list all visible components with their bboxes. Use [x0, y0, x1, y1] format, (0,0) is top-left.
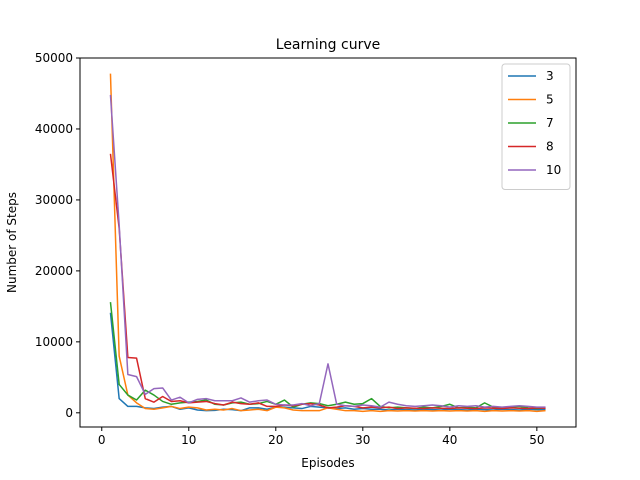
- y-tick-label: 0: [65, 406, 73, 420]
- y-axis-label: Number of Steps: [5, 192, 19, 293]
- plot-frame: [79, 57, 577, 428]
- y-tick-label: 50000: [35, 51, 73, 65]
- series-line-5: [109, 73, 546, 413]
- y-axis-ticks: 0 10000 20000 30000 40000 50000: [35, 51, 80, 420]
- x-tick-label: 30: [355, 433, 370, 447]
- legend-label-10: 10: [546, 163, 561, 177]
- series-line-3: [109, 312, 546, 412]
- legend-box: [501, 63, 571, 190]
- legend-label-8: 8: [546, 140, 554, 154]
- legend-label-5: 5: [546, 93, 554, 107]
- series-line-7: [109, 302, 546, 410]
- legend-label-7: 7: [546, 116, 554, 130]
- chart-title: Learning curve: [276, 37, 380, 53]
- y-tick-label: 10000: [35, 335, 73, 349]
- legend: 3 5 7 8 10: [501, 63, 571, 190]
- x-axis-label: Episodes: [301, 456, 354, 470]
- y-tick-label: 40000: [35, 122, 73, 136]
- x-tick-label: 10: [181, 433, 196, 447]
- x-tick-label: 40: [442, 433, 457, 447]
- series-layer: [109, 73, 546, 413]
- series-line-10: [109, 94, 546, 408]
- series-line-8: [109, 153, 546, 410]
- x-tick-label: 20: [268, 433, 283, 447]
- legend-label-3: 3: [546, 69, 554, 83]
- y-tick-label: 30000: [35, 193, 73, 207]
- x-axis-ticks: 0 10 20 30 40 50: [98, 427, 544, 447]
- y-tick-label: 20000: [35, 264, 73, 278]
- x-tick-label: 50: [529, 433, 544, 447]
- x-tick-label: 0: [98, 433, 106, 447]
